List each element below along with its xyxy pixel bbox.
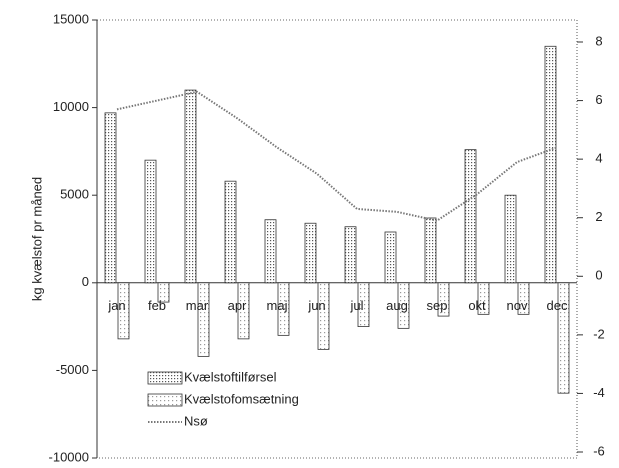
x-tick-label: sep [427,298,448,313]
legend-label: Kvælstofomsætning [184,391,299,406]
y2-tick-label: -2 [593,326,605,341]
legend-swatch [147,371,183,385]
bar [504,194,517,284]
bar [464,149,477,284]
x-tick-label: maj [267,298,288,313]
bar [264,219,277,284]
bar [517,282,530,315]
bar [357,282,370,327]
x-tick-label: okt [468,298,486,313]
y2-tick-label: -4 [593,385,605,400]
bar [304,222,317,284]
x-tick-label: mar [186,298,209,313]
bar [104,112,117,284]
bar [277,282,290,336]
bar [184,89,197,284]
legend-label: Kvælstoftilførsel [184,369,277,384]
y2-tick-label: 6 [595,92,602,107]
bar [144,159,157,284]
y-tick-label: -10000 [49,449,89,463]
bar [224,180,237,284]
bar [477,282,490,315]
bar [437,282,450,317]
bar [397,282,410,329]
x-tick-label: apr [228,298,247,313]
x-tick-label: feb [148,298,166,313]
y-tick-label: 10000 [53,99,89,114]
x-tick-label: aug [386,298,408,313]
line [116,90,558,222]
y-tick-label: 5000 [60,187,89,202]
y2-tick-label: -6 [593,443,605,458]
y2-tick-label: 4 [595,151,602,166]
bar [384,231,397,284]
x-tick-label: jan [107,298,125,313]
x-tick-label: jun [307,298,325,313]
y2-tick-label: 8 [595,33,602,48]
legend-label: Nsø [184,413,208,428]
bar [117,282,130,340]
legend-swatch [147,393,183,407]
bar [197,282,210,357]
x-tick-label: jul [349,298,363,313]
bar [237,282,250,340]
bar [424,217,437,284]
y-axis-label: kg kvælstof pr måned [29,177,44,301]
y-tick-label: 0 [82,274,89,289]
bar [544,45,557,284]
bar [557,282,570,394]
y-tick-label: -5000 [56,362,89,377]
y2-tick-label: 2 [595,209,602,224]
y2-tick-label: 0 [595,268,602,283]
x-tick-label: dec [547,298,568,313]
bar [317,282,330,350]
y-tick-label: 15000 [53,11,89,26]
x-tick-label: nov [507,298,528,313]
bar [157,282,170,303]
bar [344,226,357,284]
